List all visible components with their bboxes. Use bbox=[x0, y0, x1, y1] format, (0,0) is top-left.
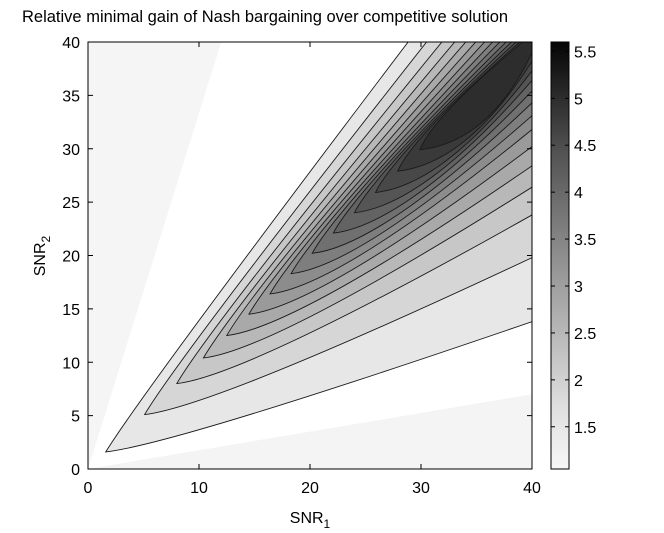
x-tick-label: 10 bbox=[190, 480, 208, 497]
plot-area: 0 10 20 30 40 0 5 10 15 20 25 30 35 40 bbox=[62, 35, 541, 497]
contour-line bbox=[202, 42, 532, 359]
colorbar-tick-label: 2 bbox=[574, 373, 583, 390]
y-tick-label: 20 bbox=[62, 249, 80, 266]
contour-line bbox=[248, 42, 532, 315]
colorbar-gradient bbox=[551, 42, 569, 469]
x-axis-ticks: 0 10 20 30 40 bbox=[84, 42, 541, 497]
y-tick-label: 35 bbox=[62, 88, 80, 105]
contour-line bbox=[104, 42, 532, 453]
y-axis-ticks: 0 5 10 15 20 25 30 35 40 bbox=[62, 35, 532, 479]
contour-line bbox=[225, 42, 532, 337]
x-tick-label: 20 bbox=[301, 480, 319, 497]
colorbar-tick-label: 4.5 bbox=[574, 138, 596, 155]
heat-band bbox=[419, 42, 532, 150]
y-tick-label: 25 bbox=[62, 195, 80, 212]
colorbar-tick-label: 1.5 bbox=[574, 420, 596, 437]
colorbar-tick-label: 3 bbox=[574, 279, 583, 296]
y-axis-label-base: SNR bbox=[32, 242, 49, 276]
y-tick-label: 15 bbox=[62, 302, 80, 319]
y-axis-label: SNR2 bbox=[32, 235, 53, 276]
y-tick-label: 0 bbox=[71, 462, 80, 479]
x-tick-label: 0 bbox=[84, 480, 93, 497]
contour-line bbox=[290, 42, 532, 275]
colorbar-frame bbox=[550, 41, 570, 470]
y-tick-label: 10 bbox=[62, 355, 80, 372]
chart-title: Relative minimal gain of Nash bargaining… bbox=[22, 8, 508, 26]
colorbar-tick-label: 2.5 bbox=[574, 326, 596, 343]
x-axis-label: SNR1 bbox=[290, 510, 331, 531]
contour-line bbox=[143, 42, 532, 416]
colorbar-ticks: 1.5 2 2.5 3 3.5 4 4.5 5 5.5 bbox=[551, 44, 596, 437]
y-axis-label-sub: 2 bbox=[39, 235, 53, 242]
x-tick-label: 40 bbox=[523, 480, 541, 497]
x-tick-label: 30 bbox=[412, 480, 430, 497]
y-tick-label: 5 bbox=[71, 409, 80, 426]
contour-line bbox=[269, 42, 532, 295]
heatmap-bands bbox=[88, 42, 532, 469]
contour-line bbox=[175, 42, 532, 385]
contour-line bbox=[353, 42, 532, 214]
contour-line bbox=[419, 42, 532, 151]
contour-line bbox=[374, 42, 532, 194]
colorbar-tick-label: 5 bbox=[574, 91, 583, 108]
contour-line bbox=[332, 42, 532, 234]
x-axis-label-base: SNR bbox=[290, 510, 324, 527]
x-axis-label-sub: 1 bbox=[324, 517, 331, 531]
heat-band bbox=[88, 394, 532, 469]
colorbar: 1.5 2 2.5 3 3.5 4 4.5 5 5.5 bbox=[550, 41, 596, 470]
contour-lines bbox=[104, 42, 532, 453]
contour-line bbox=[396, 42, 532, 172]
contour-line bbox=[311, 42, 532, 254]
y-tick-label: 30 bbox=[62, 142, 80, 159]
heat-band bbox=[88, 42, 222, 469]
colorbar-tick-label: 4 bbox=[574, 185, 583, 202]
colorbar-tick-label: 3.5 bbox=[574, 232, 596, 249]
y-tick-label: 40 bbox=[62, 35, 80, 52]
colorbar-tick-label: 5.5 bbox=[574, 44, 596, 61]
